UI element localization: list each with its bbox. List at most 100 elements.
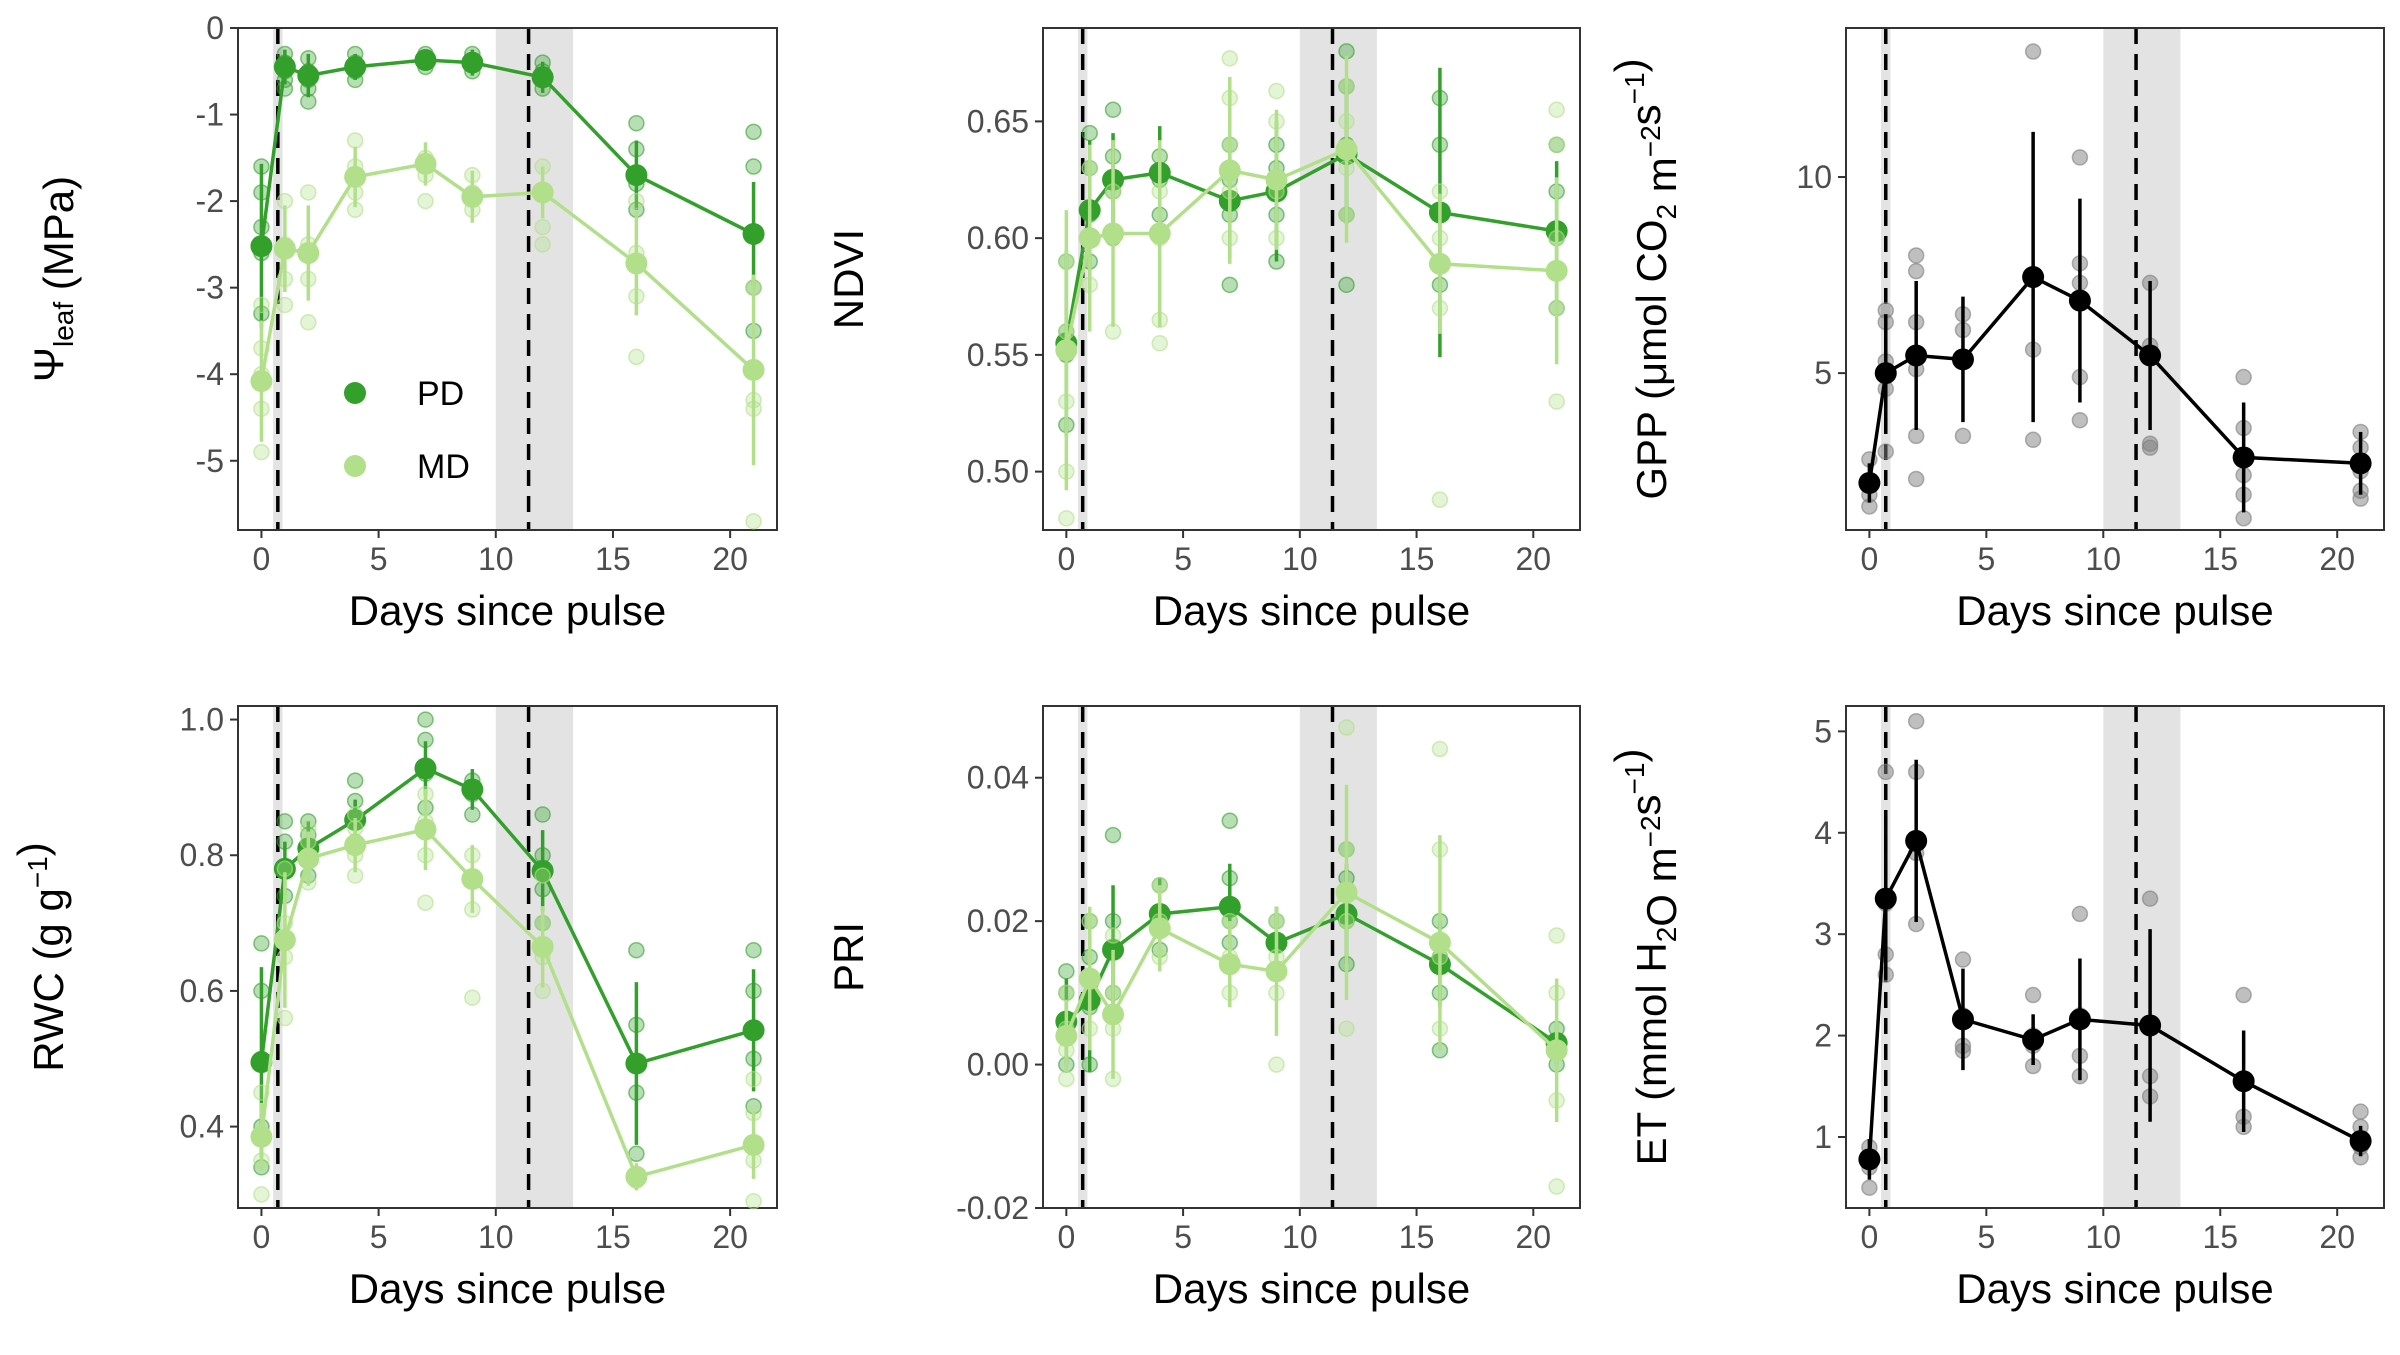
ndvi-ytick-label: 0.55 <box>967 337 1029 373</box>
psi-leaf-md-raw-point <box>276 296 294 314</box>
gpp-series-raw-point <box>1907 427 1925 445</box>
rwc-pd-mean-point <box>461 778 484 801</box>
gpp-y-axis-title-part: −1 <box>1619 72 1650 104</box>
ndvi-xtick-label: 10 <box>1282 541 1318 577</box>
psi-leaf-pd-mean-point <box>297 64 320 87</box>
psi-leaf-ytick-label: 0 <box>206 10 224 46</box>
gpp-series-raw-point <box>2024 43 2042 60</box>
rwc-md-raw-point <box>276 1009 294 1027</box>
ndvi-md-mean-point <box>1265 168 1288 191</box>
gpp-series-mean-point <box>2349 452 2372 475</box>
rwc-pd-mean-point <box>742 1019 765 1042</box>
ndvi-xtick-label: 0 <box>1057 541 1075 577</box>
psi-leaf-y-axis-title-part: leaf <box>48 302 79 347</box>
et-series-mean-point <box>2068 1008 2091 1031</box>
ndvi-pd-raw-point <box>1221 276 1239 294</box>
ndvi-ytick-label: 0.50 <box>967 454 1029 490</box>
gpp-series-mean-point <box>1874 362 1897 385</box>
psi-leaf-md-raw-point <box>534 236 551 253</box>
psi-leaf-pd-raw-point <box>745 158 762 175</box>
gpp-series-raw-point <box>1877 443 1895 460</box>
psi-leaf-md-mean-point <box>461 185 484 208</box>
et-y-axis-title-part: −1 <box>1619 762 1650 794</box>
pri-x-axis-title: Days since pulse <box>1153 1265 1470 1312</box>
gpp-series-raw-point <box>2071 149 2089 166</box>
gpp-ytick-label: 5 <box>1814 355 1832 391</box>
rwc-pd-raw-point <box>745 941 762 959</box>
psi-leaf-pd-mean-point <box>344 55 367 78</box>
rwc-md-mean-point <box>461 867 484 890</box>
et-series-raw-point <box>1877 763 1895 781</box>
ndvi-md-raw-point <box>1221 50 1239 67</box>
pri-md-raw-point <box>1548 1178 1565 1195</box>
rwc-pd-mean-point <box>250 1051 273 1074</box>
pri-md-mean-point <box>1218 953 1241 976</box>
et-series-mean-point <box>2349 1130 2372 1153</box>
gpp-xtick-label: 10 <box>2086 541 2122 577</box>
rwc-xtick-label: 0 <box>253 1219 271 1255</box>
ndvi-md-raw-point <box>1548 101 1565 118</box>
psi-leaf-md-mean-point <box>414 152 437 175</box>
rwc-xtick-label: 15 <box>595 1219 631 1255</box>
rwc-ytick-label: 0.6 <box>180 973 224 1009</box>
psi-leaf-md-mean-point <box>742 358 765 381</box>
ndvi-xtick-label: 15 <box>1399 541 1435 577</box>
gpp-series-raw-point <box>1907 247 1925 264</box>
psi-leaf-y-axis-title-part: (MPa) <box>35 176 82 302</box>
ndvi-md-raw-point <box>1548 393 1565 410</box>
ndvi-md-mean-point <box>1218 159 1241 182</box>
psi-leaf-pd-mean-point <box>742 222 765 245</box>
pri-pd-raw-point <box>1221 812 1239 829</box>
psi-leaf-x-axis-title: Days since pulse <box>349 587 666 634</box>
ndvi-ytick-label: 0.65 <box>967 103 1029 139</box>
ndvi-md-mean-point <box>1102 222 1125 245</box>
gpp-series-mean-point <box>2139 344 2162 367</box>
rwc-md-mean-point <box>625 1165 648 1188</box>
et-y-axis-title-part: O m <box>1638 847 1685 926</box>
gpp-y-axis-title-part: m <box>1638 157 1685 204</box>
psi-leaf-md-raw-point <box>628 192 645 210</box>
gpp-xtick-label: 0 <box>1860 541 1878 577</box>
pri-md-mean-point <box>1055 1024 1078 1047</box>
pri-md-raw-point <box>1548 927 1565 944</box>
et-x-axis-title: Days since pulse <box>1956 1265 2273 1312</box>
ndvi-md-mean-point <box>1545 259 1568 282</box>
rwc-pd-raw-point <box>628 1145 645 1162</box>
pri-md-raw-point <box>1338 1020 1355 1037</box>
pri-md-raw-point <box>1104 927 1122 944</box>
ndvi-shaded-band <box>1299 28 1377 530</box>
psi-leaf-panel: 0 5 10 15 20 0 -1 -2 -3 -4 -5 Days since pulse Ψleaf… <box>25 10 778 634</box>
psi-leaf-xtick-label: 15 <box>595 541 631 577</box>
psi-leaf-ytick-label: -5 <box>196 443 224 479</box>
et-series-raw-point <box>1861 1179 1878 1196</box>
pri-md-mean-point <box>1078 967 1101 990</box>
ndvi-md-mean-point <box>1148 222 1171 245</box>
gpp-series-raw-point <box>1907 470 1925 488</box>
rwc-pd-mean-point <box>625 1052 648 1075</box>
pri-pd-mean-point <box>1218 895 1241 918</box>
pri-panel: 0 5 10 15 20 -0.02 0.00 0.02 0.04 Days since puls… <box>825 705 1581 1312</box>
psi-leaf-pd-mean-point <box>250 235 273 258</box>
psi-leaf-md-raw-point <box>253 296 270 314</box>
pri-ytick-label: 0.00 <box>967 1047 1029 1083</box>
rwc-md-raw-point <box>253 1186 270 1203</box>
et-y-axis-title-part: 2 <box>1651 927 1682 943</box>
ndvi-xtick-label: 20 <box>1516 541 1552 577</box>
ndvi-y-axis-title-part: NDVI <box>825 229 872 329</box>
ndvi-md-raw-point <box>1431 491 1449 508</box>
pri-md-mean-point <box>1265 960 1288 983</box>
ndvi-xtick-label: 5 <box>1174 541 1192 577</box>
pri-xtick-label: 20 <box>1516 1219 1552 1255</box>
et-y-axis-title-part: −2 <box>1635 815 1666 847</box>
pri-y-axis-title-part: PRI <box>825 922 872 992</box>
rwc-pd-raw-point <box>628 941 645 959</box>
et-series-mean-point <box>1905 829 1928 852</box>
rwc-y-axis-title-part: RWC (g g <box>25 888 72 1072</box>
psi-leaf-pd-raw-point <box>745 123 762 141</box>
et-series-raw-point <box>1907 712 1925 730</box>
rwc-pd-raw-point <box>253 935 270 952</box>
rwc-md-mean-point <box>344 834 367 857</box>
et-y-axis-title-part: ET (mmol H <box>1628 942 1675 1165</box>
et-xtick-label: 15 <box>2202 1219 2238 1255</box>
